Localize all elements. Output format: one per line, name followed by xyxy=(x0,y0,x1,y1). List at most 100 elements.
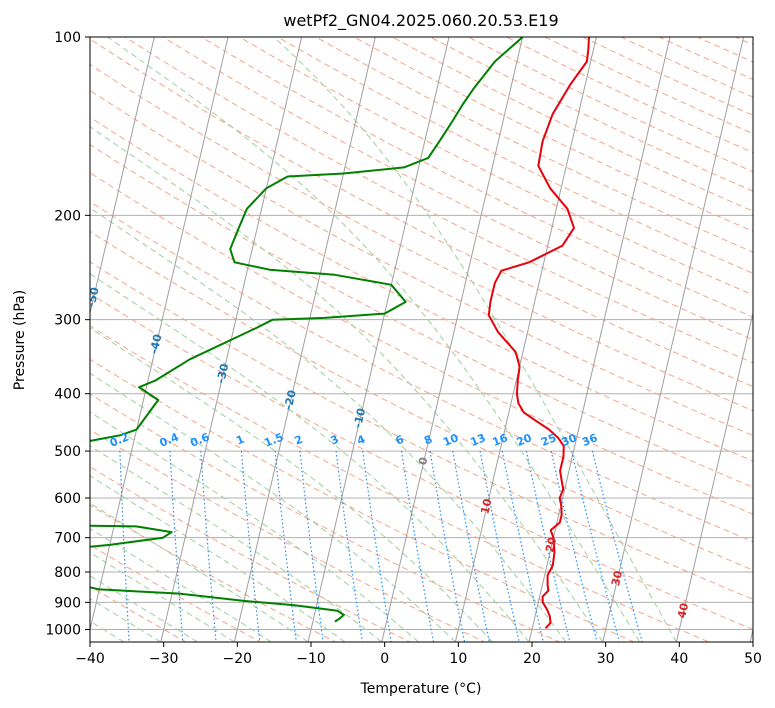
mixing-ratio-line xyxy=(550,450,598,642)
profile-series xyxy=(90,37,590,629)
x-tick-label: −30 xyxy=(149,651,179,667)
moist-adiabat xyxy=(90,527,272,642)
mixing-ratio-line xyxy=(479,450,520,642)
dry-adiabat xyxy=(314,37,753,253)
isotherm xyxy=(675,310,753,642)
dry-adiabat xyxy=(90,172,753,515)
x-axis-ticks: −40 −30 −20 −10 0 10 20 30 40 50 xyxy=(75,642,762,667)
dry-adiabat xyxy=(90,63,753,412)
mixing-ratio-label: 8 xyxy=(422,433,434,448)
x-tick-label: 0 xyxy=(380,651,389,667)
isopleth-labels: -100-90-80-70-60-50-40-30-20-100.10.20.4… xyxy=(85,286,691,620)
x-tick-label: −40 xyxy=(75,651,105,667)
dry-adiabat xyxy=(90,466,412,642)
moist-adiabat xyxy=(90,273,530,642)
y-axis-ticks: 100 200 300 400 500 600 700 800 900 1000 xyxy=(45,30,90,638)
mixing-ratio-label: 16 xyxy=(490,431,509,449)
isotherm-label: -30 xyxy=(214,362,231,385)
isotherm-label: 20 xyxy=(543,536,559,554)
isotherm xyxy=(602,37,745,642)
y-tick-label: 200 xyxy=(54,208,81,224)
moist-adiabats xyxy=(90,37,677,642)
y-tick-label: 600 xyxy=(54,491,81,507)
dry-adiabat xyxy=(90,325,711,642)
isotherm xyxy=(307,37,450,642)
moist-adiabat xyxy=(90,475,346,642)
dry-adiabat xyxy=(162,37,753,341)
mixing-ratio-label: 13 xyxy=(468,431,487,449)
y-tick-label: 700 xyxy=(54,531,81,547)
mixing-ratio-label: 1 xyxy=(234,433,246,448)
y-tick-label: 900 xyxy=(54,595,81,611)
dry-adiabat xyxy=(90,261,753,600)
moist-adiabat xyxy=(90,207,567,642)
moist-adiabat xyxy=(107,37,641,642)
moist-adiabat xyxy=(90,552,235,642)
isotherm-label: 40 xyxy=(675,601,691,619)
dry-adiabat xyxy=(90,230,753,571)
y-axis-label: Pressure (hPa) xyxy=(12,290,28,390)
x-tick-label: 20 xyxy=(523,651,541,667)
dry-adiabat xyxy=(505,37,753,154)
dry-adiabat xyxy=(238,37,753,296)
y-tick-label: 300 xyxy=(54,313,81,329)
mixing-ratio-line xyxy=(169,451,184,642)
dry-adiabat xyxy=(124,37,753,364)
mixing-ratio-line xyxy=(119,451,130,642)
dry-adiabat xyxy=(90,144,753,488)
mixing-ratio-label: 25 xyxy=(539,431,558,449)
mixing-ratio-line xyxy=(501,450,544,642)
isotherm-label: -20 xyxy=(282,388,299,411)
y-tick-label: 500 xyxy=(54,444,81,460)
y-tick-label: 100 xyxy=(54,30,81,46)
x-tick-label: 40 xyxy=(670,651,688,667)
moist-adiabat xyxy=(90,126,604,642)
dry-adiabat xyxy=(429,37,753,192)
isotherm xyxy=(233,37,376,642)
mixing-ratio-line xyxy=(591,450,643,642)
pressure-gridlines xyxy=(90,37,753,630)
mixing-ratio-label: 30 xyxy=(560,431,579,449)
x-tick-label: 10 xyxy=(449,651,467,667)
isotherm xyxy=(381,37,524,642)
isotherm-label: -10 xyxy=(351,407,368,430)
dewpoint-line xyxy=(90,37,524,623)
dry-adiabat xyxy=(90,358,636,642)
dry-adiabat xyxy=(391,37,753,212)
mixing-ratio-label: 10 xyxy=(441,431,460,449)
dry-adiabat xyxy=(90,89,753,437)
moist-adiabat xyxy=(273,37,677,642)
dry-adiabat xyxy=(90,544,262,642)
moist-adiabat xyxy=(90,575,198,642)
moist-adiabat xyxy=(90,411,419,642)
x-tick-label: 50 xyxy=(744,651,762,667)
moist-adiabat xyxy=(90,372,456,642)
dry-adiabat xyxy=(90,292,753,630)
moist-adiabat xyxy=(90,598,161,642)
x-axis-label: Temperature (°C) xyxy=(360,681,482,697)
mixing-ratio-label: 3 xyxy=(329,433,341,448)
x-tick-label: −20 xyxy=(223,651,253,667)
plot-frame xyxy=(89,36,754,643)
isotherm-label: 10 xyxy=(478,497,494,515)
temperature-line xyxy=(487,37,590,629)
mixing-ratio-line xyxy=(452,450,490,642)
y-tick-label: 400 xyxy=(54,387,81,403)
y-tick-label: 1000 xyxy=(45,622,81,638)
isotherm xyxy=(90,37,229,632)
x-tick-label: −10 xyxy=(296,651,326,667)
mixing-ratio-label: 2 xyxy=(293,433,305,448)
y-tick-label: 800 xyxy=(54,565,81,581)
isotherm xyxy=(454,37,597,642)
isotherm-label: -40 xyxy=(147,333,164,356)
isotherm xyxy=(90,37,155,316)
mixing-ratio-line xyxy=(525,450,571,642)
mixing-ratio-lines xyxy=(119,450,643,642)
mixing-ratio-label: 36 xyxy=(580,431,599,449)
mixing-ratio-label: 20 xyxy=(515,431,534,449)
chart-title: wetPf2_GN04.2025.060.20.53.E19 xyxy=(283,11,558,31)
isotherms xyxy=(90,37,753,642)
isotherm xyxy=(528,37,671,642)
isotherm-label: -50 xyxy=(85,286,102,309)
